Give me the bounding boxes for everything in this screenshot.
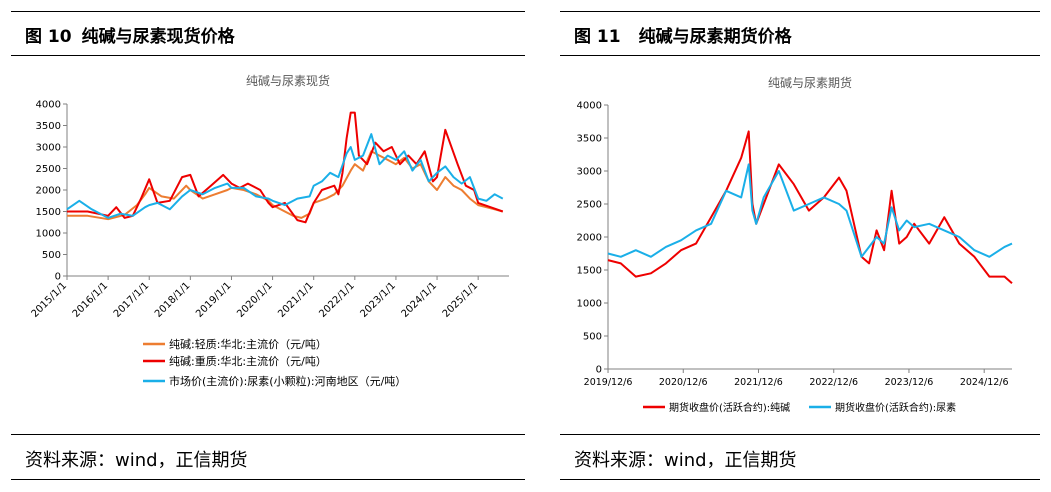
source-rule bbox=[11, 434, 525, 435]
source-rule bbox=[560, 434, 1040, 435]
legend-label: 纯碱:轻质:华北:主流价（元/吨） bbox=[169, 337, 327, 351]
y-tick-label: 2500 bbox=[577, 200, 602, 211]
right-figure-panel: 图 11 纯碱与尿素期货价格 纯碱与尿素期货 0 500 1000 1500 2000 250… bbox=[560, 0, 1040, 492]
spot-price-chart: 纯碱与尿素现货 0 500 1000 1500 2000 2500 3000 3500 4000 2… bbox=[30, 73, 509, 388]
x-tick-label: 2015/1/1 bbox=[30, 280, 70, 320]
x-tick-label: 2021/1/1 bbox=[276, 280, 316, 320]
x-tick-label: 2025/1/1 bbox=[441, 280, 481, 320]
legend-label: 期货收盘价(活跃合约):纯碱 bbox=[669, 401, 790, 414]
y-tick-label: 3000 bbox=[577, 167, 602, 178]
x-tick-label: 2019/12/6 bbox=[584, 377, 633, 388]
x-tick-label: 2021/12/6 bbox=[734, 377, 783, 388]
y-tick-label: 0 bbox=[55, 272, 61, 283]
y-tick-label: 500 bbox=[42, 250, 61, 261]
figure-title: 图 10 纯碱与尿素现货价格 bbox=[25, 22, 235, 47]
title-rule bbox=[560, 55, 1040, 56]
series-line-2 bbox=[67, 111, 504, 224]
figure-title-text: 纯碱与尿素现货价格 bbox=[81, 27, 235, 47]
bottom-rule bbox=[560, 479, 1040, 480]
futures-price-chart: 纯碱与尿素期货 0 500 1000 1500 2000 2500 3000 3500 4000 2… bbox=[577, 75, 1013, 414]
x-tick-label: 2020/1/1 bbox=[235, 280, 275, 320]
source-note: 资料来源：wind，正信期货 bbox=[574, 450, 797, 471]
figure-title-text: 纯碱与尿素期货价格 bbox=[638, 27, 792, 47]
y-tick-label: 0 bbox=[596, 365, 602, 376]
bottom-rule bbox=[11, 479, 525, 480]
y-tick-label: 1500 bbox=[36, 207, 61, 218]
chart-title: 纯碱与尿素现货 bbox=[246, 73, 330, 88]
y-tick-label: 3000 bbox=[36, 143, 61, 154]
x-tick-label: 2016/1/1 bbox=[71, 280, 111, 320]
y-tick-label: 4000 bbox=[577, 101, 602, 112]
x-tick-label: 2023/1/1 bbox=[359, 280, 399, 320]
series-line-1 bbox=[67, 150, 504, 221]
top-rule bbox=[560, 11, 1040, 12]
y-tick-label: 2000 bbox=[36, 186, 61, 197]
y-tick-label: 3500 bbox=[577, 134, 602, 145]
figure-number: 图 11 bbox=[574, 27, 621, 47]
x-tick-label: 2018/1/1 bbox=[153, 280, 193, 320]
left-figure-panel: 图 10 纯碱与尿素现货价格 纯碱与尿素现货 0 500 1000 1500 2000 250… bbox=[11, 0, 525, 492]
series-line-1 bbox=[607, 130, 1013, 284]
x-tick-label: 2020/12/6 bbox=[659, 377, 708, 388]
series-line-3 bbox=[66, 133, 504, 219]
series-line-2 bbox=[607, 163, 1013, 258]
top-rule bbox=[11, 11, 525, 12]
x-tick-label: 2024/12/6 bbox=[960, 377, 1009, 388]
legend-label: 市场价(主流价):尿素(小颗粒):河南地区（元/吨） bbox=[169, 374, 406, 388]
source-note: 资料来源：wind，正信期货 bbox=[25, 450, 248, 471]
chart-title: 纯碱与尿素期货 bbox=[768, 75, 852, 90]
figure-number: 图 10 bbox=[25, 27, 72, 47]
title-rule bbox=[11, 55, 525, 56]
legend-label: 纯碱:重质:华北:主流价（元/吨） bbox=[169, 354, 327, 368]
y-tick-label: 1000 bbox=[577, 299, 602, 310]
x-tick-label: 2019/1/1 bbox=[194, 280, 234, 320]
legend-label: 期货收盘价(活跃合约):尿素 bbox=[835, 401, 956, 414]
y-tick-label: 500 bbox=[583, 332, 602, 343]
x-tick-label: 2022/12/6 bbox=[809, 377, 858, 388]
x-tick-label: 2023/12/6 bbox=[885, 377, 934, 388]
y-tick-label: 2500 bbox=[36, 164, 61, 175]
y-tick-label: 4000 bbox=[36, 100, 61, 111]
y-tick-label: 2000 bbox=[577, 233, 602, 244]
y-tick-label: 1500 bbox=[577, 266, 602, 277]
y-tick-label: 3500 bbox=[36, 121, 61, 132]
y-tick-label: 1000 bbox=[36, 229, 61, 240]
x-tick-label: 2017/1/1 bbox=[112, 280, 152, 320]
x-tick-label: 2024/1/1 bbox=[400, 280, 440, 320]
figure-title: 图 11 纯碱与尿素期货价格 bbox=[574, 22, 792, 47]
x-tick-label: 2022/1/1 bbox=[317, 280, 357, 320]
